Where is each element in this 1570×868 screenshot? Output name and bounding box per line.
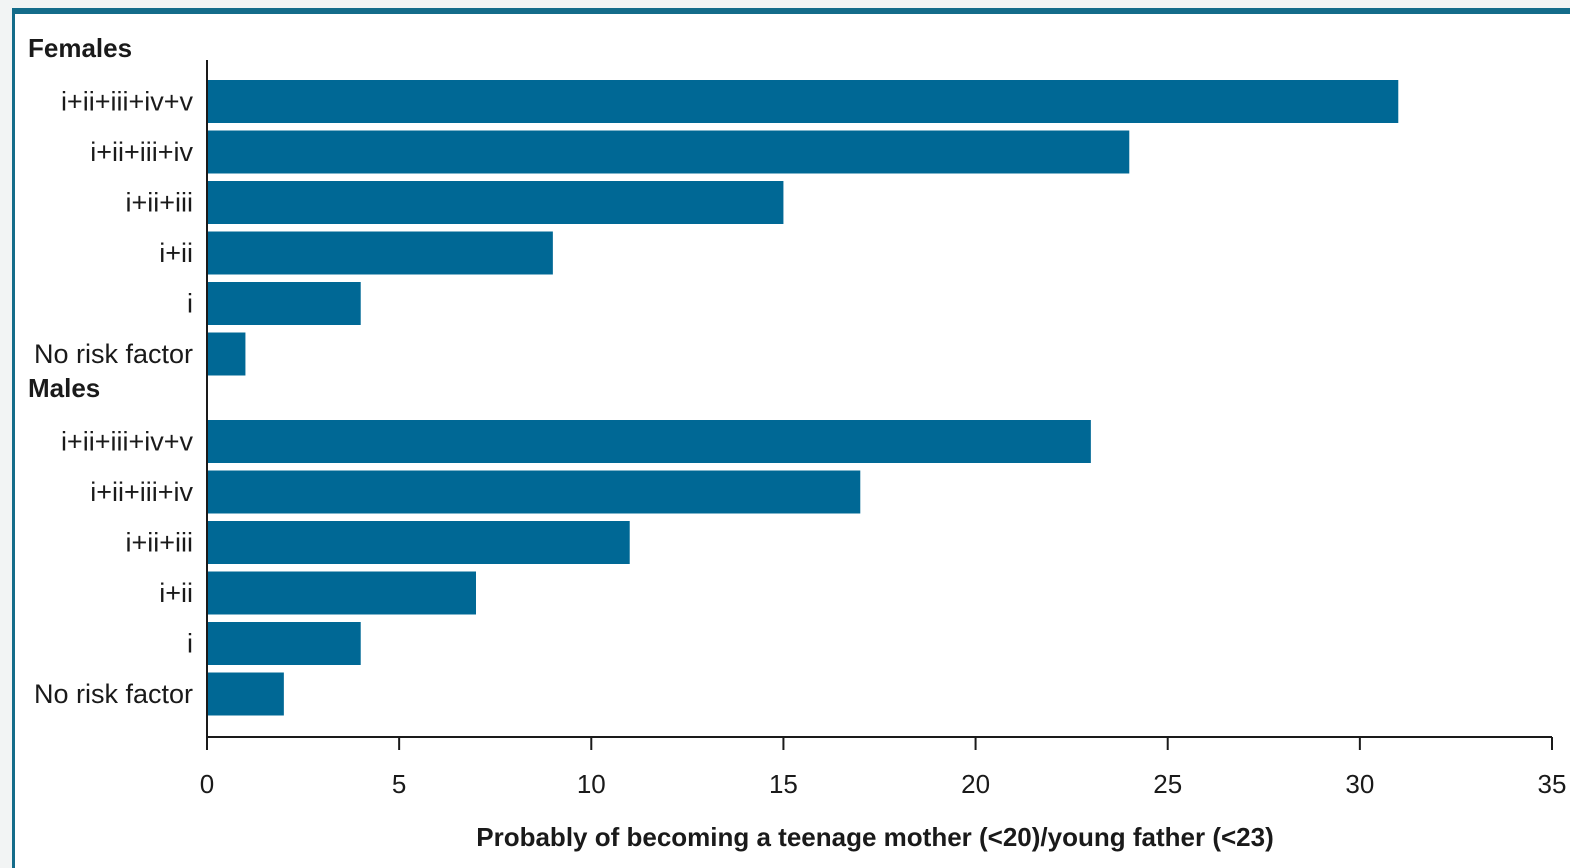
bar-females-3 (207, 231, 553, 275)
category-label-males-3: i+ii (159, 578, 193, 608)
category-label-females-1: i+ii+iii+iv (90, 137, 193, 167)
category-label-females-4: i (187, 289, 193, 319)
bar-males-1 (207, 470, 861, 514)
bars-layer (207, 80, 1399, 716)
category-label-females-5: No risk factor (34, 339, 193, 369)
x-tick-label-10: 10 (577, 769, 606, 799)
bar-males-4 (207, 622, 361, 665)
x-tick-label-15: 15 (769, 769, 798, 799)
bar-females-0 (207, 80, 1399, 123)
bar-females-2 (207, 181, 784, 224)
x-tick-label-35: 35 (1538, 769, 1567, 799)
bar-females-4 (207, 282, 361, 325)
category-label-females-0: i+ii+iii+iv+v (61, 87, 194, 117)
bar-males-5 (207, 672, 284, 716)
category-label-females-2: i+ii+iii (125, 188, 193, 218)
category-label-males-0: i+ii+iii+iv+v (61, 427, 194, 457)
x-tick-label-0: 0 (200, 769, 214, 799)
group-label-males: Males (28, 373, 100, 403)
x-tick-label-20: 20 (961, 769, 990, 799)
category-label-males-1: i+ii+iii+iv (90, 477, 193, 507)
bar-females-5 (207, 332, 246, 376)
category-label-males-4: i (187, 629, 193, 659)
x-tick-label-5: 5 (392, 769, 406, 799)
group-label-females: Females (28, 33, 132, 63)
category-label-males-5: No risk factor (34, 679, 193, 709)
bar-males-2 (207, 521, 630, 564)
x-axis-title: Probably of becoming a teenage mother (<… (476, 822, 1274, 852)
category-label-males-2: i+ii+iii (125, 528, 193, 558)
bar-females-1 (207, 130, 1130, 174)
category-labels: Females i+ii+iii+iv+v i+ii+iii+iv i+ii+iii i… (28, 33, 193, 709)
category-label-females-3: i+ii (159, 238, 193, 268)
x-tick-label-30: 30 (1345, 769, 1374, 799)
bar-males-3 (207, 571, 476, 615)
bar-males-0 (207, 420, 1091, 463)
x-axis: 0 5 10 15 20 25 30 35 (200, 60, 1567, 799)
x-tick-label-25: 25 (1153, 769, 1182, 799)
